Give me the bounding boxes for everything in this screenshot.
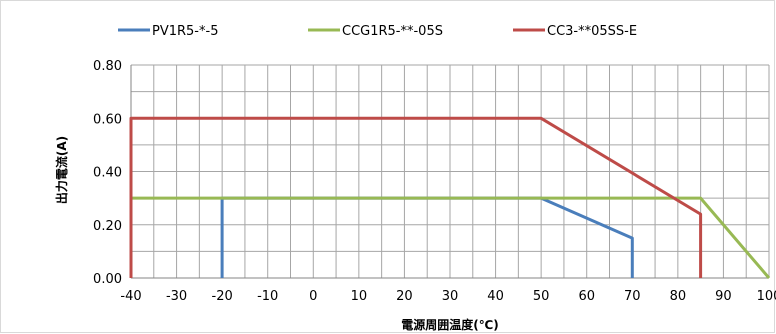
x-tick-label: 60 bbox=[578, 289, 595, 304]
legend-label-1: PV1R5-*-5 bbox=[152, 24, 218, 39]
y-tick-labels: 0.00 0.20 0.40 0.60 0.80 bbox=[93, 59, 122, 287]
series-layer bbox=[129, 116, 771, 279]
x-tick-label: 10 bbox=[351, 289, 368, 304]
x-tick-label: 70 bbox=[624, 289, 641, 304]
x-tick-label: 40 bbox=[487, 289, 504, 304]
y-tick-label: 0.60 bbox=[93, 112, 122, 127]
x-tick-label: -10 bbox=[257, 289, 278, 304]
x-tick-label: 20 bbox=[396, 289, 413, 304]
x-tick-label: 100 bbox=[757, 289, 776, 304]
x-tick-label: -20 bbox=[212, 289, 233, 304]
series-line-3 bbox=[129, 116, 703, 278]
y-axis-label: 出力電流(A) bbox=[54, 136, 69, 204]
x-tick-label: 50 bbox=[533, 289, 550, 304]
x-tick-label: 80 bbox=[670, 289, 687, 304]
x-tick-label: -30 bbox=[166, 289, 187, 304]
x-tick-label: 0 bbox=[309, 289, 317, 304]
y-tick-label: 0.40 bbox=[93, 166, 122, 181]
x-tick-label: -40 bbox=[120, 289, 141, 304]
x-tick-labels: -40 -30 -20 -10 0 10 20 30 40 50 60 70 80 90 100 bbox=[120, 289, 776, 304]
legend: PV1R5-*-5 CCG1R5-**-05S CC3-**05SS-E bbox=[118, 24, 637, 39]
y-tick-label: 0.00 bbox=[93, 272, 122, 287]
legend-label-3: CC3-**05SS-E bbox=[547, 24, 637, 39]
x-tick-label: 90 bbox=[715, 289, 732, 304]
x-tick-label: 30 bbox=[442, 289, 459, 304]
y-tick-label: 0.80 bbox=[93, 59, 122, 74]
grid-lines bbox=[130, 64, 770, 279]
x-axis-label: 電源周囲温度(℃) bbox=[401, 317, 499, 332]
series-line-2 bbox=[131, 196, 771, 279]
legend-label-2: CCG1R5-**-05S bbox=[342, 24, 443, 39]
y-tick-label: 0.20 bbox=[93, 219, 122, 234]
